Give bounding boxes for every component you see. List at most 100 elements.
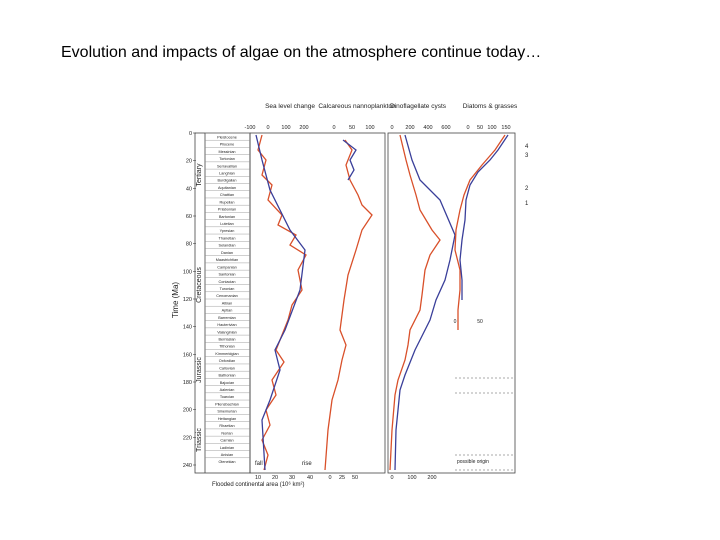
time-tick: 240 bbox=[183, 463, 192, 469]
stage-label: Oxfordian bbox=[219, 359, 235, 363]
stage-label: Maastrichtian bbox=[216, 258, 239, 262]
time-tick: 20 bbox=[186, 159, 192, 165]
panel-header: Calcareous nannoplankton bbox=[318, 103, 396, 110]
stage-label: Danian bbox=[221, 251, 233, 255]
stage-label: Aalenian bbox=[220, 388, 235, 392]
panel-header: Diatoms & grasses bbox=[463, 103, 518, 110]
stage-label: Selandian bbox=[219, 244, 236, 248]
bottom-tick: 10 bbox=[255, 475, 261, 481]
top-tick: 50 bbox=[477, 125, 483, 131]
top-tick: 50 bbox=[349, 125, 355, 131]
stage-label: Aptian bbox=[222, 309, 233, 313]
dino-blue bbox=[394, 134, 456, 471]
top-tick: 400 bbox=[423, 125, 432, 131]
stage-label: Carnian bbox=[220, 439, 233, 443]
stage-label: Cenomanian bbox=[216, 294, 238, 298]
bottom-tick: 200 bbox=[427, 475, 436, 481]
stage-label: Toarcian bbox=[220, 395, 234, 399]
bottom-tick: 0 bbox=[390, 475, 393, 481]
stage-label: Barremian bbox=[218, 316, 236, 320]
stage-label: Albian bbox=[222, 301, 233, 305]
period-label: Triassic bbox=[196, 428, 203, 452]
diatom-blue bbox=[459, 134, 509, 300]
time-tick: 60 bbox=[186, 214, 192, 220]
time-tick: 80 bbox=[186, 242, 192, 248]
bottom-tick: 25 bbox=[339, 475, 345, 481]
stage-label: Pleistocene bbox=[217, 135, 237, 139]
stage-label: Norian bbox=[221, 431, 232, 435]
bottom-tick: 40 bbox=[307, 475, 313, 481]
stage-label: Hauterivian bbox=[217, 323, 236, 327]
frame-right bbox=[387, 132, 516, 474]
stage-label: Olenekian bbox=[218, 460, 235, 464]
time-tick: 40 bbox=[186, 186, 192, 192]
stage-label: Ladinian bbox=[220, 446, 234, 450]
stage-label: Bartonian bbox=[219, 215, 235, 219]
stage-label: Rupelian bbox=[220, 200, 235, 204]
top-tick: 100 bbox=[365, 125, 374, 131]
period-label: Jurassic bbox=[196, 357, 203, 383]
stage-label: Tithonian bbox=[219, 345, 234, 349]
inset-tick: 50 bbox=[477, 319, 483, 325]
nanno-blue bbox=[342, 139, 357, 181]
curves bbox=[255, 134, 509, 471]
stage-label: Callovian bbox=[219, 366, 235, 370]
time-tick: 180 bbox=[183, 380, 192, 386]
stage-label: Valanginian bbox=[217, 330, 237, 334]
bottom-tick: 30 bbox=[289, 475, 295, 481]
stage-label: Chattian bbox=[220, 193, 234, 197]
stage-label: Turonian bbox=[220, 287, 235, 291]
sea-level-red bbox=[257, 134, 307, 471]
marker: 4 bbox=[525, 144, 529, 150]
stage-label: Berriasian bbox=[218, 338, 235, 342]
bottom-tick: 50 bbox=[352, 475, 358, 481]
top-tick: 600 bbox=[441, 125, 450, 131]
bottom-label: Flooded continental area (10⁶ km²) bbox=[212, 481, 305, 488]
inset-tick: 0 bbox=[454, 319, 457, 325]
top-tick: 0 bbox=[390, 125, 393, 131]
stage-label: Anisian bbox=[221, 453, 233, 457]
top-tick: 200 bbox=[405, 125, 414, 131]
top-tick: 150 bbox=[501, 125, 510, 131]
top-tick: 100 bbox=[281, 125, 290, 131]
bottom-tick: 100 bbox=[407, 475, 416, 481]
stage-label: Lutetian bbox=[220, 222, 234, 226]
time-tick: 160 bbox=[183, 352, 192, 358]
time-label: Time (Ma) bbox=[171, 282, 180, 318]
stage-label: Kimmeridgian bbox=[215, 352, 238, 356]
stage-label: Pliocene bbox=[220, 143, 235, 147]
diatom-red bbox=[454, 134, 506, 330]
stage-label: Langhian bbox=[219, 172, 235, 176]
fall-label: fall bbox=[255, 461, 263, 467]
top-tick: -100 bbox=[244, 125, 255, 131]
stage-label: Bajocian bbox=[220, 381, 235, 385]
nanno-red bbox=[324, 139, 373, 471]
stage-label: Serravallian bbox=[217, 164, 237, 168]
stage-label: Thanetian bbox=[219, 236, 236, 240]
marker: 2 bbox=[525, 186, 529, 192]
panel-frames bbox=[194, 132, 516, 474]
time-tick: 100 bbox=[183, 269, 192, 275]
top-tick: 0 bbox=[332, 125, 335, 131]
panel-header: Dinoflagellate cysts bbox=[390, 103, 447, 110]
stage-label: Rhaetian bbox=[219, 424, 234, 428]
time-tick: 0 bbox=[189, 131, 192, 137]
dashed-lines bbox=[455, 377, 515, 471]
stage-label: Burdigalian bbox=[218, 179, 237, 183]
bottom-tick: 20 bbox=[272, 475, 278, 481]
time-tick: 140 bbox=[183, 325, 192, 331]
stage-label: Coniacian bbox=[219, 280, 236, 284]
top-tick: 100 bbox=[487, 125, 496, 131]
top-tick: 0 bbox=[466, 125, 469, 131]
top-tick: 200 bbox=[299, 125, 308, 131]
stage-label: Ypresian bbox=[220, 229, 235, 233]
stage-label: Messinian bbox=[218, 150, 235, 154]
stage-label: Tortonian bbox=[219, 157, 235, 161]
rise-label: rise bbox=[302, 461, 312, 467]
slide-title: Evolution and impacts of algae on the at… bbox=[61, 44, 542, 61]
dino-red bbox=[389, 134, 441, 471]
sea-level-blue bbox=[255, 134, 306, 471]
stage-label: Campanian bbox=[217, 265, 236, 269]
